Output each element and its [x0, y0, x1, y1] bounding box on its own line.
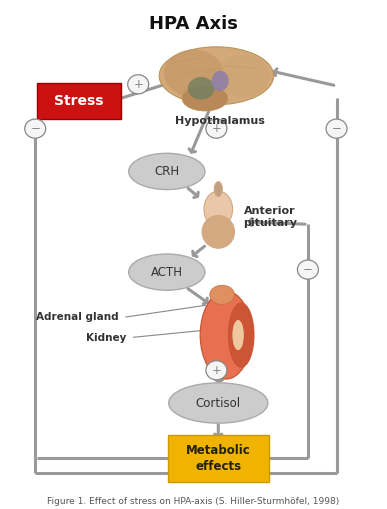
Ellipse shape	[298, 260, 319, 279]
Text: +: +	[133, 78, 143, 91]
FancyBboxPatch shape	[168, 435, 269, 482]
Text: Figure 1. Effect of stress on HPA-axis (S. Hiller-Sturmhöfel, 1998): Figure 1. Effect of stress on HPA-axis (…	[47, 497, 340, 506]
Ellipse shape	[200, 291, 252, 379]
Text: Metabolic
effects: Metabolic effects	[186, 444, 251, 473]
Text: Adrenal gland: Adrenal gland	[36, 313, 119, 322]
Text: −: −	[303, 263, 313, 276]
Text: HPA Axis: HPA Axis	[149, 15, 238, 34]
Text: Kidney: Kidney	[86, 332, 127, 343]
Ellipse shape	[204, 191, 233, 228]
Ellipse shape	[128, 254, 205, 290]
Ellipse shape	[164, 49, 223, 97]
Ellipse shape	[182, 86, 228, 111]
Ellipse shape	[159, 47, 274, 105]
Ellipse shape	[206, 361, 227, 380]
FancyBboxPatch shape	[37, 83, 121, 119]
Text: CRH: CRH	[154, 165, 179, 178]
Ellipse shape	[214, 182, 223, 196]
Ellipse shape	[188, 77, 214, 100]
Ellipse shape	[233, 320, 244, 350]
Text: Stress: Stress	[54, 94, 104, 108]
Text: +: +	[211, 364, 221, 377]
Text: −: −	[30, 122, 40, 135]
Ellipse shape	[25, 119, 46, 138]
Text: Anterior
pituitary: Anterior pituitary	[243, 206, 297, 228]
Text: ACTH: ACTH	[151, 266, 183, 278]
Ellipse shape	[326, 119, 347, 138]
Ellipse shape	[128, 153, 205, 189]
Ellipse shape	[216, 54, 270, 97]
Text: Hypothalamus: Hypothalamus	[175, 116, 265, 126]
Ellipse shape	[206, 119, 227, 138]
Ellipse shape	[212, 71, 229, 91]
Ellipse shape	[169, 383, 268, 423]
Text: Cortisol: Cortisol	[196, 397, 241, 410]
Ellipse shape	[228, 302, 255, 368]
Ellipse shape	[202, 215, 235, 248]
Text: +: +	[211, 122, 221, 135]
Ellipse shape	[210, 285, 235, 304]
Ellipse shape	[128, 75, 149, 94]
Text: −: −	[332, 122, 341, 135]
